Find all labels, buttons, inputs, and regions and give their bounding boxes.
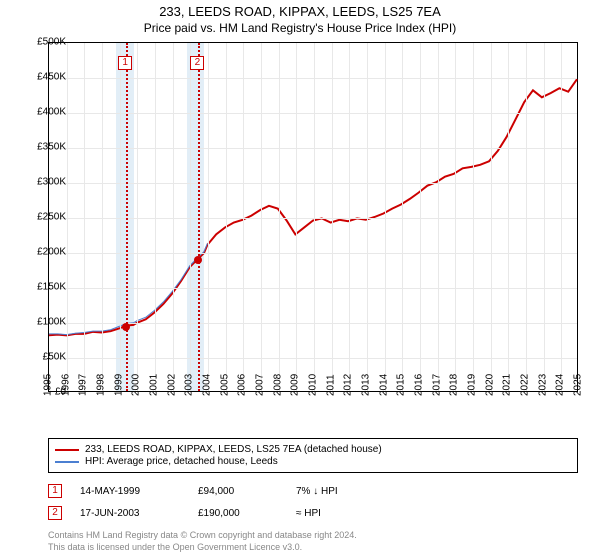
x-axis-label: 2000 <box>131 374 142 396</box>
x-axis-label: 2014 <box>378 374 389 396</box>
x-axis-label: 2018 <box>449 374 460 396</box>
x-axis-label: 1995 <box>43 374 54 396</box>
y-axis-label: £50K <box>43 352 66 363</box>
x-axis-label: 2010 <box>308 374 319 396</box>
sale-marker-box: 2 <box>48 506 62 520</box>
sale-delta: ≈ HPI <box>296 508 321 519</box>
y-axis-label: £500K <box>37 37 66 48</box>
x-axis-label: 2007 <box>255 374 266 396</box>
legend-label: 233, LEEDS ROAD, KIPPAX, LEEDS, LS25 7EA… <box>85 444 382 455</box>
sale-price: £190,000 <box>198 508 278 519</box>
x-axis-label: 2023 <box>537 374 548 396</box>
x-axis-label: 2003 <box>184 374 195 396</box>
x-axis-label: 2012 <box>343 374 354 396</box>
title-subtitle: Price paid vs. HM Land Registry's House … <box>0 21 600 35</box>
x-axis-label: 1997 <box>78 374 89 396</box>
sale-row: 2 17-JUN-2003 £190,000 ≈ HPI <box>48 506 578 520</box>
x-axis-label: 2013 <box>361 374 372 396</box>
chart-plot-area <box>48 42 578 392</box>
attribution-text: Contains HM Land Registry data © Crown c… <box>48 530 578 553</box>
x-axis-label: 2006 <box>237 374 248 396</box>
legend-swatch <box>55 449 79 451</box>
x-axis-label: 2022 <box>520 374 531 396</box>
sale-price: £94,000 <box>198 486 278 497</box>
x-axis-label: 1999 <box>113 374 124 396</box>
chart-marker-box: 2 <box>190 56 204 70</box>
x-axis-label: 2025 <box>573 374 584 396</box>
y-axis-label: £250K <box>37 212 66 223</box>
x-axis-label: 2021 <box>502 374 513 396</box>
sale-delta: 7% ↓ HPI <box>296 486 338 497</box>
chart-marker-box: 1 <box>118 56 132 70</box>
x-axis-label: 2001 <box>149 374 160 396</box>
legend-box: 233, LEEDS ROAD, KIPPAX, LEEDS, LS25 7EA… <box>48 438 578 473</box>
x-axis-label: 2008 <box>272 374 283 396</box>
title-address: 233, LEEDS ROAD, KIPPAX, LEEDS, LS25 7EA <box>0 4 600 19</box>
sale-date: 17-JUN-2003 <box>80 508 180 519</box>
x-axis-label: 1996 <box>60 374 71 396</box>
x-axis-label: 2024 <box>555 374 566 396</box>
sale-point <box>122 323 130 331</box>
x-axis-label: 2017 <box>431 374 442 396</box>
sale-date: 14-MAY-1999 <box>80 486 180 497</box>
x-axis-label: 1998 <box>96 374 107 396</box>
legend-item: 233, LEEDS ROAD, KIPPAX, LEEDS, LS25 7EA… <box>55 444 571 455</box>
y-axis-label: £100K <box>37 317 66 328</box>
y-axis-label: £300K <box>37 177 66 188</box>
title-block: 233, LEEDS ROAD, KIPPAX, LEEDS, LS25 7EA… <box>0 0 600 35</box>
legend-swatch <box>55 461 79 463</box>
x-axis-label: 2009 <box>290 374 301 396</box>
y-axis-label: £350K <box>37 142 66 153</box>
y-axis-label: £200K <box>37 247 66 258</box>
attribution-line: Contains HM Land Registry data © Crown c… <box>48 530 578 542</box>
x-axis-label: 2004 <box>202 374 213 396</box>
sale-marker-box: 1 <box>48 484 62 498</box>
legend-item: HPI: Average price, detached house, Leed… <box>55 456 571 467</box>
y-axis-label: £450K <box>37 72 66 83</box>
x-axis-label: 2005 <box>219 374 230 396</box>
chart-container: 233, LEEDS ROAD, KIPPAX, LEEDS, LS25 7EA… <box>0 0 600 560</box>
sale-row: 1 14-MAY-1999 £94,000 7% ↓ HPI <box>48 484 578 498</box>
x-axis-label: 2011 <box>325 374 336 396</box>
x-axis-label: 2020 <box>484 374 495 396</box>
x-axis-label: 2016 <box>414 374 425 396</box>
y-axis-label: £150K <box>37 282 66 293</box>
attribution-line: This data is licensed under the Open Gov… <box>48 542 578 554</box>
x-axis-label: 2019 <box>467 374 478 396</box>
x-axis-label: 2015 <box>396 374 407 396</box>
x-axis-label: 2002 <box>166 374 177 396</box>
sale-point <box>194 256 202 264</box>
y-axis-label: £400K <box>37 107 66 118</box>
legend-label: HPI: Average price, detached house, Leed… <box>85 456 278 467</box>
